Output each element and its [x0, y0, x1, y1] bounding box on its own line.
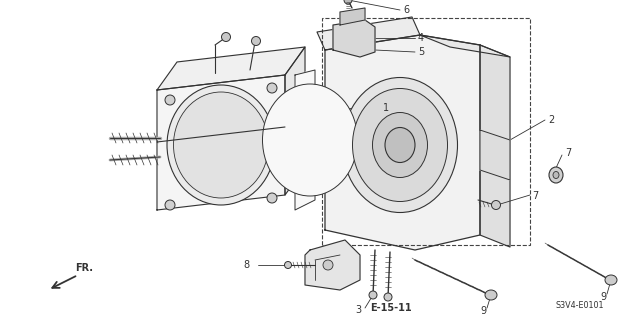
Polygon shape [305, 240, 360, 290]
Ellipse shape [285, 262, 291, 269]
Ellipse shape [385, 128, 415, 162]
Polygon shape [325, 35, 480, 250]
Ellipse shape [323, 260, 333, 270]
Text: 7: 7 [532, 191, 538, 201]
Text: 6: 6 [403, 5, 409, 15]
Text: 4: 4 [418, 33, 424, 43]
Text: 2: 2 [548, 115, 554, 125]
Text: 7: 7 [565, 148, 572, 158]
Polygon shape [480, 45, 510, 247]
Ellipse shape [353, 88, 447, 202]
Polygon shape [157, 75, 285, 210]
Polygon shape [157, 47, 305, 90]
Text: 1: 1 [383, 103, 389, 113]
Ellipse shape [165, 95, 175, 105]
Ellipse shape [267, 83, 277, 93]
Polygon shape [333, 20, 375, 57]
Ellipse shape [262, 84, 358, 196]
Polygon shape [420, 35, 510, 57]
Ellipse shape [605, 275, 617, 285]
Ellipse shape [342, 78, 458, 212]
Ellipse shape [221, 33, 230, 41]
Ellipse shape [384, 293, 392, 301]
Text: 9: 9 [600, 292, 606, 302]
Ellipse shape [173, 92, 269, 198]
Bar [322, 18, 530, 245]
Text: FR.: FR. [75, 263, 93, 273]
Text: E-15-11: E-15-11 [370, 303, 412, 313]
Text: 8: 8 [244, 260, 250, 270]
Ellipse shape [165, 200, 175, 210]
Ellipse shape [344, 0, 352, 4]
Text: 5: 5 [418, 47, 424, 57]
Polygon shape [480, 130, 510, 180]
Ellipse shape [372, 113, 428, 177]
Ellipse shape [267, 193, 277, 203]
Text: 9: 9 [480, 306, 486, 316]
Polygon shape [317, 17, 420, 50]
Polygon shape [295, 70, 315, 210]
Polygon shape [285, 47, 305, 195]
Ellipse shape [252, 36, 260, 46]
Ellipse shape [369, 291, 377, 299]
Text: 3: 3 [355, 305, 361, 315]
Ellipse shape [553, 172, 559, 179]
Text: S3V4-E0101: S3V4-E0101 [555, 300, 604, 309]
Polygon shape [340, 8, 365, 25]
Ellipse shape [492, 201, 500, 210]
Ellipse shape [485, 290, 497, 300]
Ellipse shape [167, 85, 275, 205]
Ellipse shape [549, 167, 563, 183]
